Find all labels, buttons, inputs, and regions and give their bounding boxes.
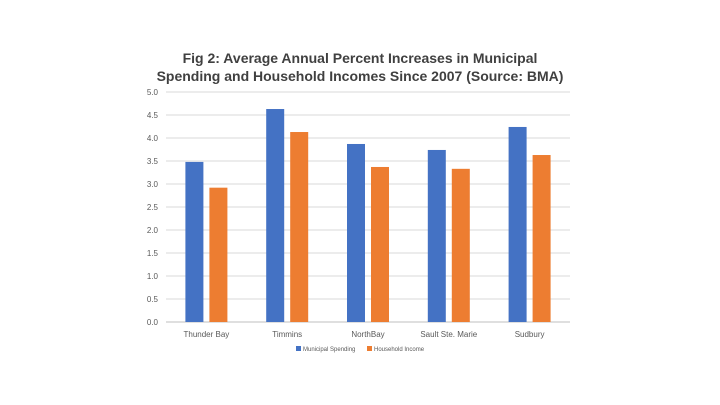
y-tick-label: 1.0: [147, 272, 159, 281]
chart-title-line-1: Fig 2: Average Annual Percent Increases …: [182, 50, 538, 66]
y-tick-label: 3.5: [147, 157, 159, 166]
y-tick-label: 4.5: [147, 111, 159, 120]
bar-municipal-spending: [508, 126, 527, 323]
bar-household-income: [371, 166, 389, 322]
bar-municipal-spending: [266, 109, 285, 323]
y-tick-label: 2.0: [147, 226, 159, 235]
bar-household-income: [532, 155, 551, 322]
bar-household-income: [290, 132, 309, 322]
legend-label: Municipal Spending: [303, 347, 355, 353]
x-category-label: Timmins: [272, 330, 302, 339]
legend-swatch: [296, 346, 301, 351]
x-category-label: Sudbury: [515, 330, 545, 339]
y-tick-label: 3.0: [147, 180, 159, 189]
bar-household-income: [451, 168, 470, 322]
y-tick-label: 4.0: [147, 134, 159, 143]
bar-household-income: [209, 187, 228, 322]
x-category-label: Sault Ste. Marie: [420, 330, 477, 339]
y-tick-label: 0.0: [147, 318, 159, 327]
bar-municipal-spending: [427, 149, 446, 322]
bar-municipal-spending: [347, 143, 365, 322]
chart-title-line-2: Spending and Household Incomes Since 200…: [156, 68, 564, 84]
x-category-label: Thunder Bay: [183, 330, 229, 339]
y-tick-label: 2.5: [147, 203, 159, 212]
bar-municipal-spending: [185, 161, 204, 322]
y-tick-label: 5.0: [147, 88, 159, 97]
y-tick-label: 1.5: [147, 249, 159, 258]
y-tick-label: 0.5: [147, 295, 159, 304]
legend-swatch: [367, 346, 372, 351]
legend-label: Household Income: [374, 347, 425, 353]
x-category-label: NorthBay: [351, 330, 384, 339]
